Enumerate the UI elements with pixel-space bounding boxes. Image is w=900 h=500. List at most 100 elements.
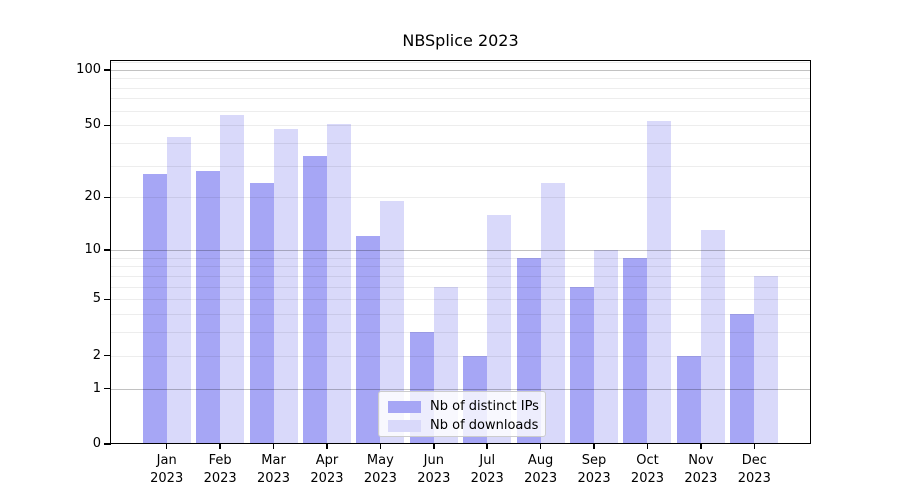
x-tick-label-mar: Mar 2023 [234, 452, 314, 487]
legend-patch-ips [388, 400, 421, 413]
gridline-1 [110, 388, 811, 390]
y-tick-mark-10 [104, 249, 111, 251]
x-tick-month: Jun [423, 453, 444, 468]
x-tick-label-nov: Nov 2023 [661, 452, 741, 487]
x-tick-mark-jan [165, 444, 168, 449]
x-tick-month: May [366, 453, 394, 468]
x-tick-month: Oct [636, 453, 659, 468]
x-tick-month: Aug [527, 453, 554, 468]
gridline-8 [110, 266, 811, 268]
gridline-10 [110, 250, 811, 252]
gridline-100 [110, 69, 811, 71]
gridline-5 [110, 299, 811, 301]
y-tick-mark-20 [104, 196, 111, 199]
gridline-2 [110, 355, 811, 357]
x-tick-label-may: May 2023 [340, 452, 420, 487]
gridline-40 [110, 143, 811, 145]
legend-row-downloads: Nb of downloads [388, 417, 538, 434]
gridline-30 [110, 165, 811, 167]
x-tick-mark-sep [593, 444, 595, 449]
bar-ips-nov [676, 355, 701, 444]
x-tick-label-apr: Apr 2023 [287, 452, 367, 487]
x-tick-year: 2023 [150, 470, 184, 486]
x-tick-month: Apr [315, 453, 339, 468]
y-tick-mark-1 [104, 387, 111, 390]
bar-ips-apr [302, 155, 327, 444]
bar-downloads-nov [700, 230, 725, 444]
bar-ips-may [356, 236, 381, 444]
x-tick-month: Mar [261, 453, 286, 468]
x-tick-label-jul: Jul 2023 [447, 452, 527, 487]
gridline-50 [110, 125, 811, 127]
x-tick-mark-jul [486, 444, 488, 449]
gridline-80 [110, 87, 811, 89]
x-tick-mark-apr [326, 444, 328, 449]
x-tick-label-dec: Dec 2023 [714, 452, 794, 487]
bar-downloads-dec [754, 275, 779, 444]
bar-ips-dec [730, 314, 755, 444]
x-tick-year: 2023 [310, 470, 344, 486]
chart-title: NBSplice 2023 [402, 31, 519, 50]
x-tick-label-jun: Jun 2023 [394, 452, 474, 487]
y-tick-mark-50 [104, 124, 111, 127]
y-tick-label-20: 20 [84, 189, 101, 205]
legend-label-ips: Nb of distinct IPs [430, 399, 539, 414]
x-tick-mark-jun [433, 444, 435, 449]
x-tick-month: Jul [479, 453, 496, 468]
gridline-90 [110, 78, 811, 80]
bar-downloads-feb [220, 114, 245, 444]
bar-downloads-oct [647, 120, 672, 444]
legend-patch-downloads [388, 419, 421, 432]
y-tick-label-2: 2 [92, 347, 101, 363]
legend-row-ips: Nb of distinct IPs [388, 398, 539, 415]
x-tick-year: 2023 [203, 470, 237, 486]
plot-area [110, 60, 811, 444]
x-tick-year: 2023 [417, 470, 451, 486]
y-tick-mark-100 [104, 69, 111, 71]
bar-downloads-jan [166, 137, 191, 444]
bar-downloads-sep [594, 250, 619, 444]
y-tick-label-5: 5 [92, 291, 101, 307]
gridline-20 [110, 197, 811, 199]
x-tick-year: 2023 [737, 470, 771, 486]
x-tick-mark-may [379, 444, 382, 449]
x-tick-month: Sep [581, 453, 607, 468]
x-tick-mark-oct [646, 444, 649, 449]
x-tick-mark-dec [753, 444, 756, 449]
y-tick-label-10: 10 [84, 242, 101, 258]
x-tick-mark-aug [539, 444, 542, 449]
x-tick-month: Feb [208, 453, 232, 468]
gridline-70 [110, 98, 811, 100]
y-tick-label-100: 100 [76, 61, 101, 77]
y-tick-mark-2 [104, 354, 111, 357]
x-tick-label-oct: Oct 2023 [607, 452, 687, 487]
y-tick-label-50: 50 [84, 117, 101, 133]
x-tick-label-sep: Sep 2023 [554, 452, 634, 487]
x-tick-month: Jan [156, 453, 177, 468]
bar-ips-jan [142, 174, 167, 444]
x-tick-label-feb: Feb 2023 [180, 452, 260, 487]
gridline-3 [110, 332, 811, 334]
x-tick-year: 2023 [684, 470, 718, 486]
bar-ips-mar [249, 183, 274, 444]
x-tick-year: 2023 [363, 470, 397, 486]
x-tick-mark-mar [272, 444, 275, 449]
bar-ips-sep [570, 286, 595, 444]
y-tick-mark-0 [104, 443, 111, 445]
bar-ips-feb [196, 171, 221, 444]
gridline-7 [110, 275, 811, 277]
gridline-6 [110, 286, 811, 288]
y-tick-label-0: 0 [92, 436, 101, 452]
bar-ips-oct [623, 257, 648, 444]
x-tick-label-jan: Jan 2023 [127, 452, 207, 487]
x-tick-month: Nov [688, 453, 714, 468]
gridline-9 [110, 257, 811, 259]
bar-downloads-mar [273, 128, 298, 444]
x-tick-year: 2023 [524, 470, 558, 486]
gridline-60 [110, 110, 811, 112]
x-tick-mark-nov [700, 444, 702, 449]
x-tick-year: 2023 [470, 470, 504, 486]
gridline-110 [110, 62, 811, 64]
gridline-4 [110, 314, 811, 316]
x-tick-month: Dec [741, 453, 767, 468]
